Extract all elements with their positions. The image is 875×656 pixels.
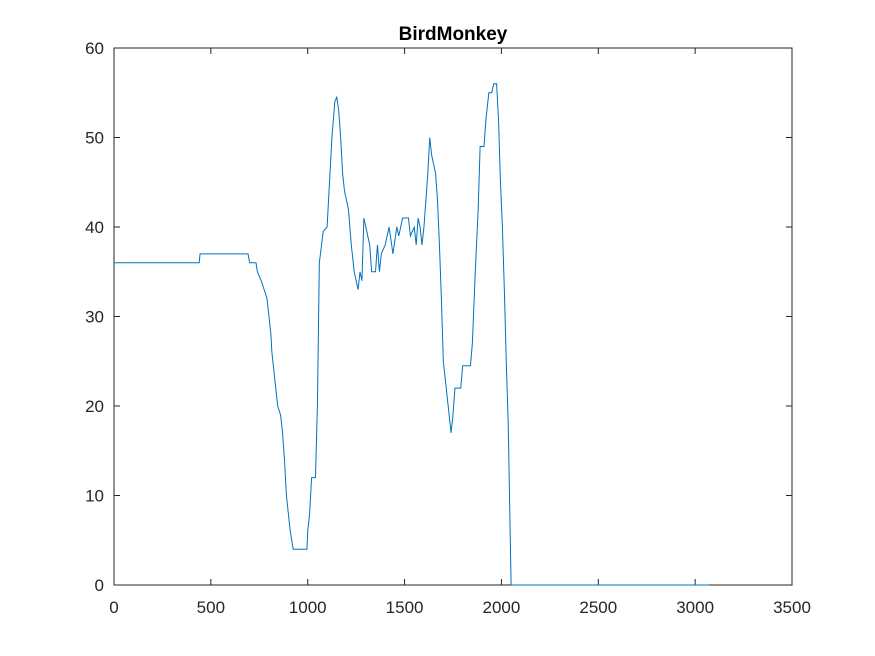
x-tick-label: 2500: [579, 598, 617, 617]
x-tick-label: 1500: [386, 598, 424, 617]
y-tick-label: 50: [85, 129, 104, 148]
y-tick-label: 40: [85, 218, 104, 237]
x-tick-label: 3000: [676, 598, 714, 617]
chart-title: BirdMonkey: [399, 24, 508, 45]
y-tick-label: 20: [85, 397, 104, 416]
y-tick-label: 30: [85, 308, 104, 327]
x-tick-label: 0: [109, 598, 118, 617]
y-tick-label: 60: [85, 39, 104, 58]
x-tick-label: 3500: [773, 598, 811, 617]
x-tick-label: 2000: [483, 598, 521, 617]
x-tick-label: 1000: [289, 598, 327, 617]
y-tick-label: 0: [95, 576, 104, 595]
y-tick-label: 10: [85, 487, 104, 506]
data-line: [114, 83, 709, 586]
x-tick-label: 500: [197, 598, 225, 617]
plot-area: [113, 47, 793, 586]
